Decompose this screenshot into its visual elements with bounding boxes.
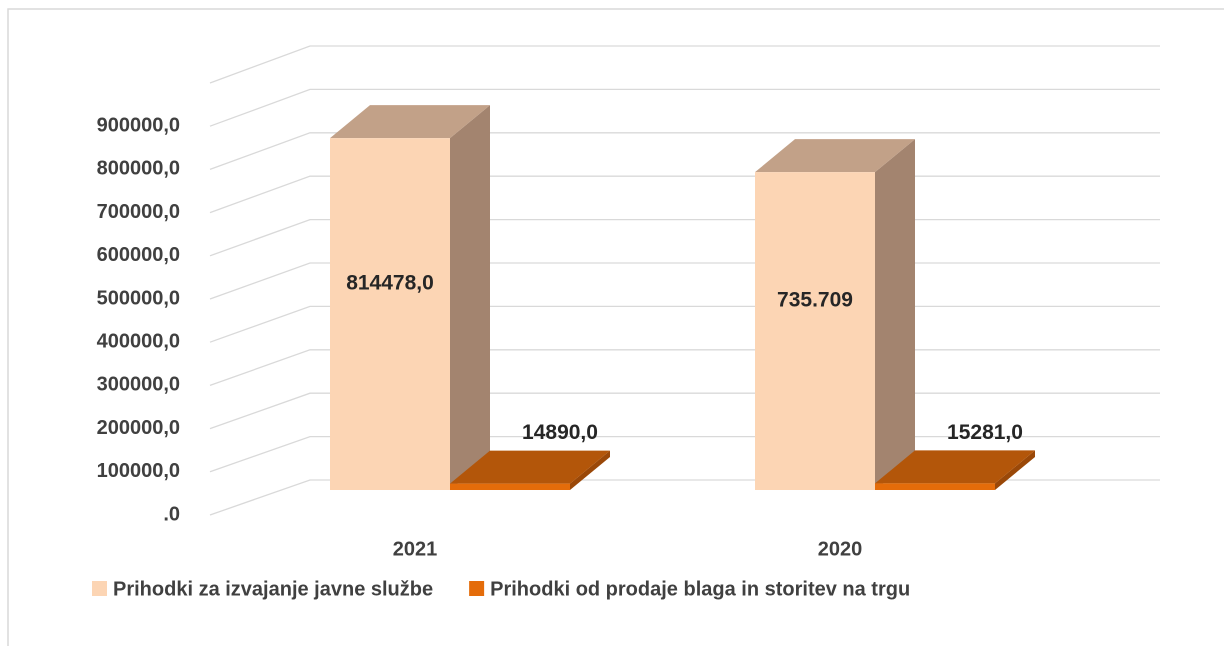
bar-face	[875, 483, 995, 490]
bar	[755, 139, 915, 490]
grid-top	[209, 45, 1160, 84]
bar-face	[330, 105, 490, 139]
frame	[7, 8, 1224, 646]
bar-face	[755, 139, 915, 173]
value-label: 14890,0	[522, 421, 598, 444]
bar-face	[450, 450, 610, 484]
x-tick-label: 2021	[393, 538, 438, 560]
legend-swatch	[469, 581, 485, 596]
bar-face	[995, 450, 1035, 490]
value-label: 735.709	[777, 289, 853, 312]
y-tick-label: 600000,0	[97, 244, 180, 266]
value-label: 15281,0	[947, 421, 1023, 444]
bar-face	[330, 138, 450, 490]
bar	[450, 450, 610, 490]
y-tick-label: 100000,0	[97, 460, 180, 482]
legend-swatch	[92, 581, 107, 596]
legend-label: Prihodki za izvajanje javne službe	[113, 578, 433, 600]
x-tick-label: 2020	[818, 538, 863, 560]
value-label: 814478,0	[346, 272, 434, 295]
y-tick-label: 400000,0	[97, 330, 180, 352]
bar-face	[755, 172, 875, 490]
bar	[875, 450, 1035, 490]
bar-face	[875, 450, 1035, 484]
bar-face	[875, 139, 915, 490]
y-tick-label: 800000,0	[97, 158, 180, 180]
y-tick-label: 300000,0	[97, 374, 180, 396]
y-tick-label: 200000,0	[97, 417, 180, 439]
bar	[330, 105, 490, 490]
grid-line	[209, 132, 1160, 171]
bar-face	[450, 105, 490, 490]
legend-label: Prihodki od prodaje blaga in storitev na…	[490, 578, 910, 600]
y-tick-label: .0	[163, 503, 180, 525]
y-tick-label: 700000,0	[97, 201, 180, 223]
y-tick-label: 500000,0	[97, 287, 180, 309]
grid-line	[209, 88, 1160, 127]
bar-face	[570, 450, 610, 490]
bar-face	[450, 483, 570, 490]
y-tick-label: 900000,0	[97, 114, 180, 136]
